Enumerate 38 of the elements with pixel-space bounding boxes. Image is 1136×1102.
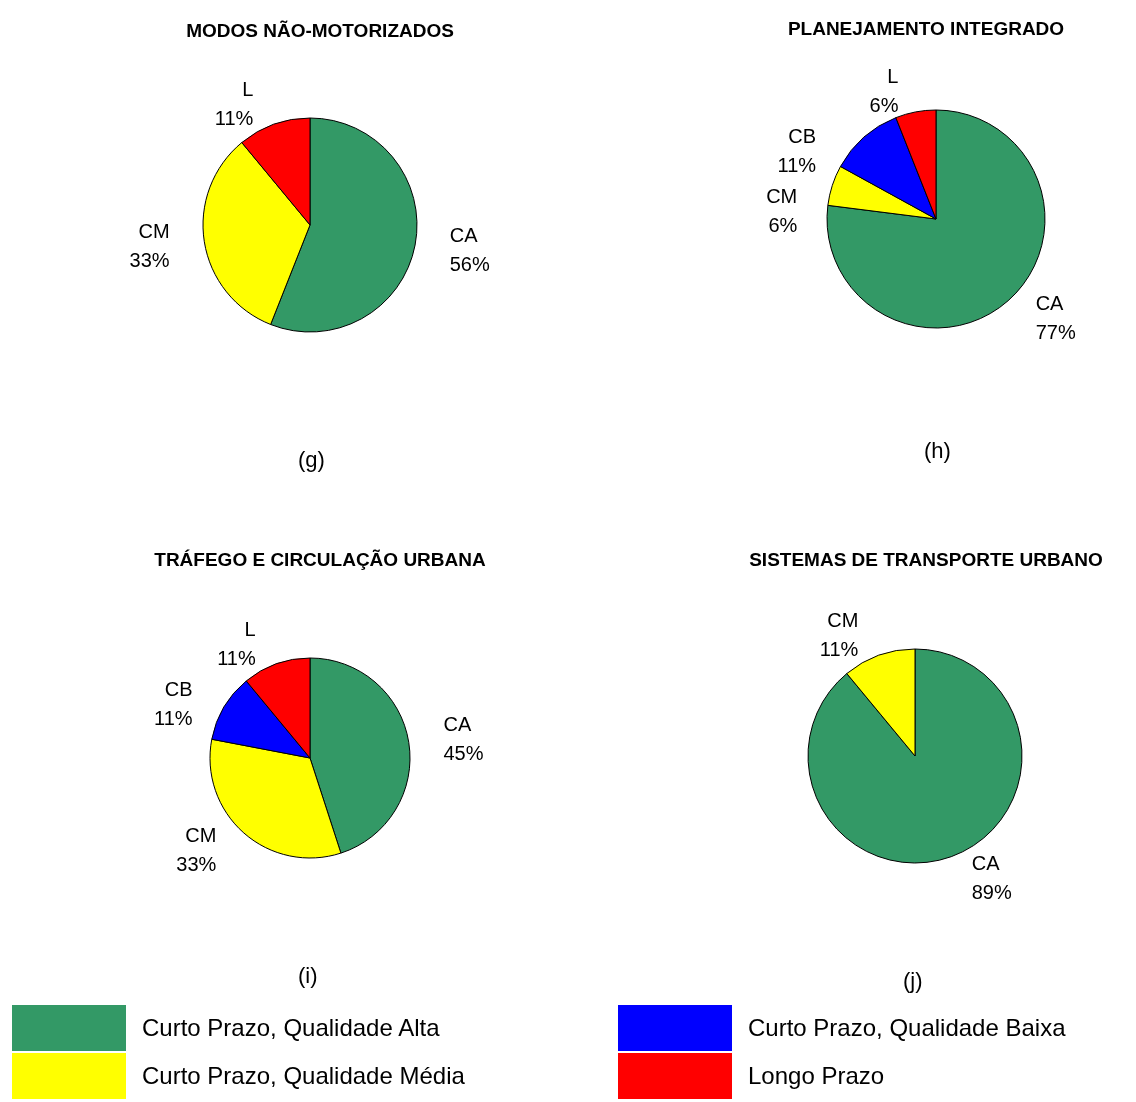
slice-label: CA [449,223,479,246]
text: (j) [903,967,923,993]
slice-label: CM [138,219,170,242]
text: (i) [298,962,318,988]
category-label: Longo Prazo [748,1062,885,1090]
data-label: 11% [153,706,193,729]
slice-label: CB [788,124,817,147]
slice-label: L [242,78,254,101]
data-label: 11% [217,646,256,669]
slice-label: L [244,617,256,640]
text: (h) [924,437,951,463]
chart-title: MODOS NÃO-MOTORIZADOS [186,20,454,41]
slice-label: CM [766,184,798,207]
data-label: 56% [449,252,490,275]
data-label: 33% [176,853,217,876]
data-label: 45% [443,742,484,765]
text: (g) [298,446,325,472]
data-label: 11% [214,107,254,130]
slice-label: CM [185,824,217,847]
slice-label: CA [1035,291,1065,314]
slice-label: CM [827,609,859,632]
slice-label: CA [443,713,472,736]
category-label: Curto Prazo, Qualidade Alta [142,1014,440,1042]
slice-label: CA [971,851,1001,874]
data-label: 11% [777,153,817,176]
chart-title: PLANEJAMENTO INTEGRADO [787,18,1065,39]
data-label: 6% [768,213,798,236]
category-label: Curto Prazo, Qualidade Média [142,1062,465,1090]
chart-title: SISTEMAS DE TRANSPORTE URBANO [749,549,1103,570]
chart-title: TRÁFEGO E CIRCULAÇÃO URBANA [154,549,486,570]
slice-label: CB [164,677,193,700]
data-label: 6% [869,93,899,116]
data-label: 77% [1035,320,1076,343]
slice-label: L [887,64,899,87]
category-label: Curto Prazo, Qualidade Baixa [748,1014,1066,1042]
data-label: 11% [819,638,859,661]
data-label: 33% [129,248,170,271]
data-label: 89% [971,880,1012,903]
